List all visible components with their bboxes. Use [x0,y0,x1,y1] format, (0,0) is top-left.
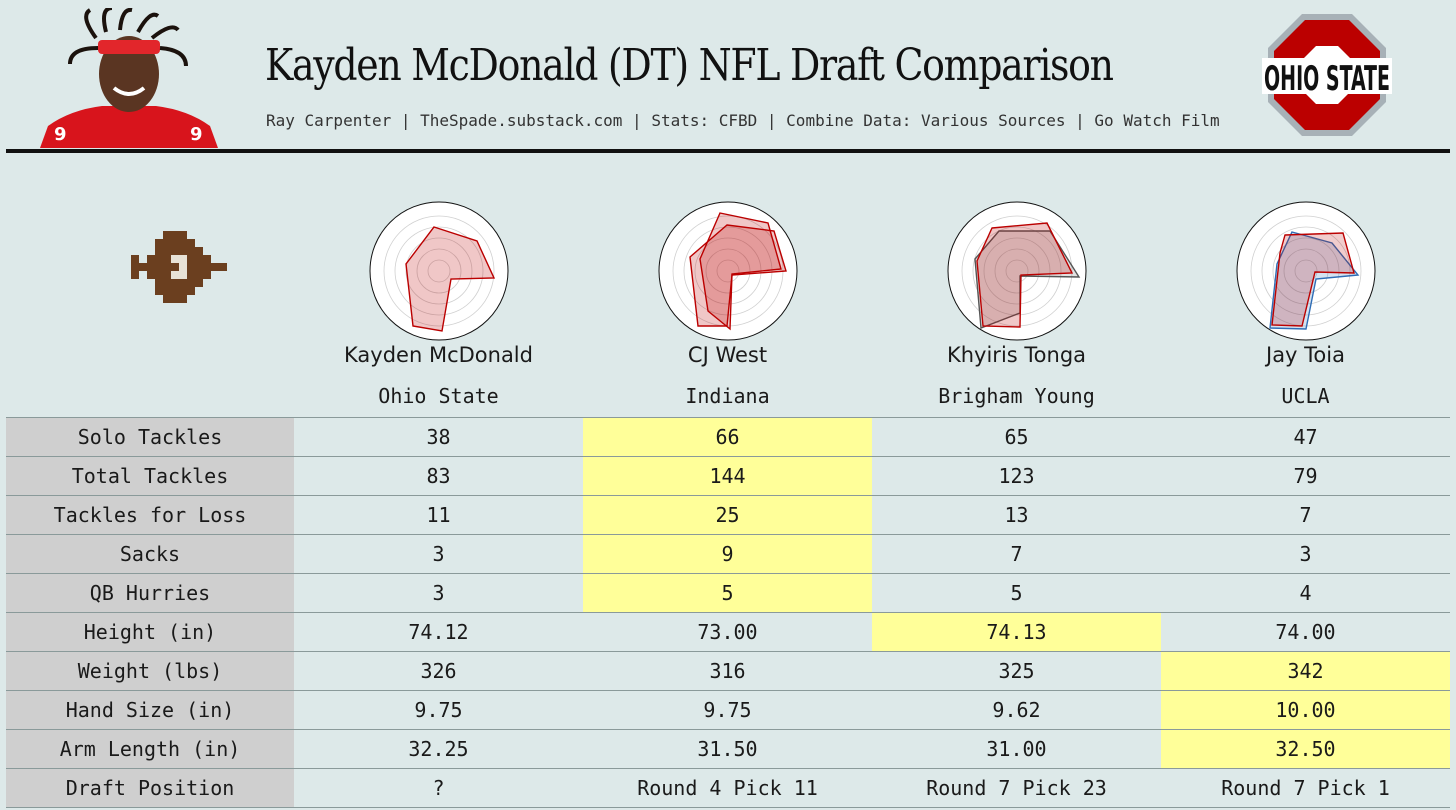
ohio-state-logo: OHIO STATE [1262,14,1392,136]
table-cell: 123 [872,456,1161,496]
table-row: Weight (lbs) 326 316 325 342 [6,651,1450,691]
page-subtitle: Ray Carpenter | TheSpade.substack.com | … [266,111,1220,130]
table-cell: 9.75 [294,690,583,730]
table-cell: 7 [1161,495,1450,535]
table-cell: 79 [1161,456,1450,496]
table-row: Sacks 3 9 7 3 [6,534,1450,574]
table-cell: 9.62 [872,690,1161,730]
table-row: Hand Size (in) 9.75 9.75 9.62 10.00 [6,690,1450,730]
player-school: UCLA [1281,384,1330,408]
table-row: Draft Position? Round 4 Pick 11 Round 7 Pi… [6,768,1450,808]
table-cell: 144 [583,456,872,496]
table-cell: 65 [872,417,1161,457]
table-row: Height (in) 74.12 73.00 74.13 74.00 [6,612,1450,652]
table-cell: 32.25 [294,729,583,769]
table-cell: 342 [1161,651,1450,691]
header: 9 9 Kayden McDonald (DT) NFL Draft Compa… [0,0,1456,156]
radar-chart-cj-west [658,201,798,341]
table-cell: 74.13 [872,612,1161,652]
table-cell: 66 [583,417,872,457]
player-school: Ohio State [378,384,499,408]
row-label: Arm Length (in) [6,729,294,769]
svg-text:OHIO STATE: OHIO STATE [1264,59,1390,99]
table-cell: 9.75 [583,690,872,730]
table-cell: 83 [294,456,583,496]
table-cell: 13 [872,495,1161,535]
table-cell: 326 [294,651,583,691]
table-cell: 316 [583,651,872,691]
player-name: CJ West [687,343,768,367]
table-cell: Round 7 Pick 1 [1161,768,1450,808]
table-cell: 47 [1161,417,1450,457]
row-label: Height (in) [6,612,294,652]
comparison-table: Solo Tackles 38 66 65 47 Total Tackles 83 144 12… [6,417,1450,808]
row-label: Total Tackles [6,456,294,496]
row-label: Hand Size (in) [6,690,294,730]
radar-chart-khyiris-tonga [947,201,1087,341]
table-cell: 3 [294,573,583,613]
row-label: Draft Position [6,768,294,808]
table-cell: 325 [872,651,1161,691]
player-name: Jay Toia [1266,343,1345,367]
table-cell: 73.00 [583,612,872,652]
radar-chart-kayden-mcdonald [369,201,509,341]
table-cell: 11 [294,495,583,535]
table-cell: 5 [872,573,1161,613]
player-school: Indiana [685,384,770,408]
page-title: Kayden McDonald (DT) NFL Draft Compariso… [265,40,1114,91]
table-cell: 10.00 [1161,690,1450,730]
table-cell: 3 [294,534,583,574]
pixel-spade-logo [131,231,227,303]
table-cell: 74.00 [1161,612,1450,652]
table-cell: 7 [872,534,1161,574]
player-name: Khyiris Tonga [946,343,1087,367]
table-cell: Round 7 Pick 23 [872,768,1161,808]
player-school: Brigham Young [938,384,1095,408]
table-cell: 25 [583,495,872,535]
player-name: Kayden McDonald [344,343,533,367]
svg-text:9: 9 [54,124,67,145]
table-cell: 4 [1161,573,1450,613]
table-cell: 74.12 [294,612,583,652]
table-row: Solo Tackles 38 66 65 47 [6,417,1450,457]
row-label: Tackles for Loss [6,495,294,535]
table-row: Tackles for Loss 11 25 13 7 [6,495,1450,535]
table-cell: 31.50 [583,729,872,769]
row-label: QB Hurries [6,573,294,613]
table-cell: Round 4 Pick 11 [583,768,872,808]
svg-text:9: 9 [190,124,203,145]
row-label: Sacks [6,534,294,574]
row-label: Weight (lbs) [6,651,294,691]
table-cell: 32.50 [1161,729,1450,769]
table-cell: 3 [1161,534,1450,574]
player-photo: 9 9 [40,8,218,148]
header-divider [6,149,1450,153]
table-cell: 31.00 [872,729,1161,769]
row-label: Solo Tackles [6,417,294,457]
table-cell: 9 [583,534,872,574]
table-cell: ? [294,768,583,808]
table-cell: 38 [294,417,583,457]
table-row: QB Hurries 3 5 5 4 [6,573,1450,613]
table-row: Total Tackles 83 144 123 79 [6,456,1450,496]
table-cell: 5 [583,573,872,613]
table-row: Arm Length (in) 32.25 31.50 31.00 32.50 [6,729,1450,769]
radar-chart-jay-toia [1236,201,1376,341]
